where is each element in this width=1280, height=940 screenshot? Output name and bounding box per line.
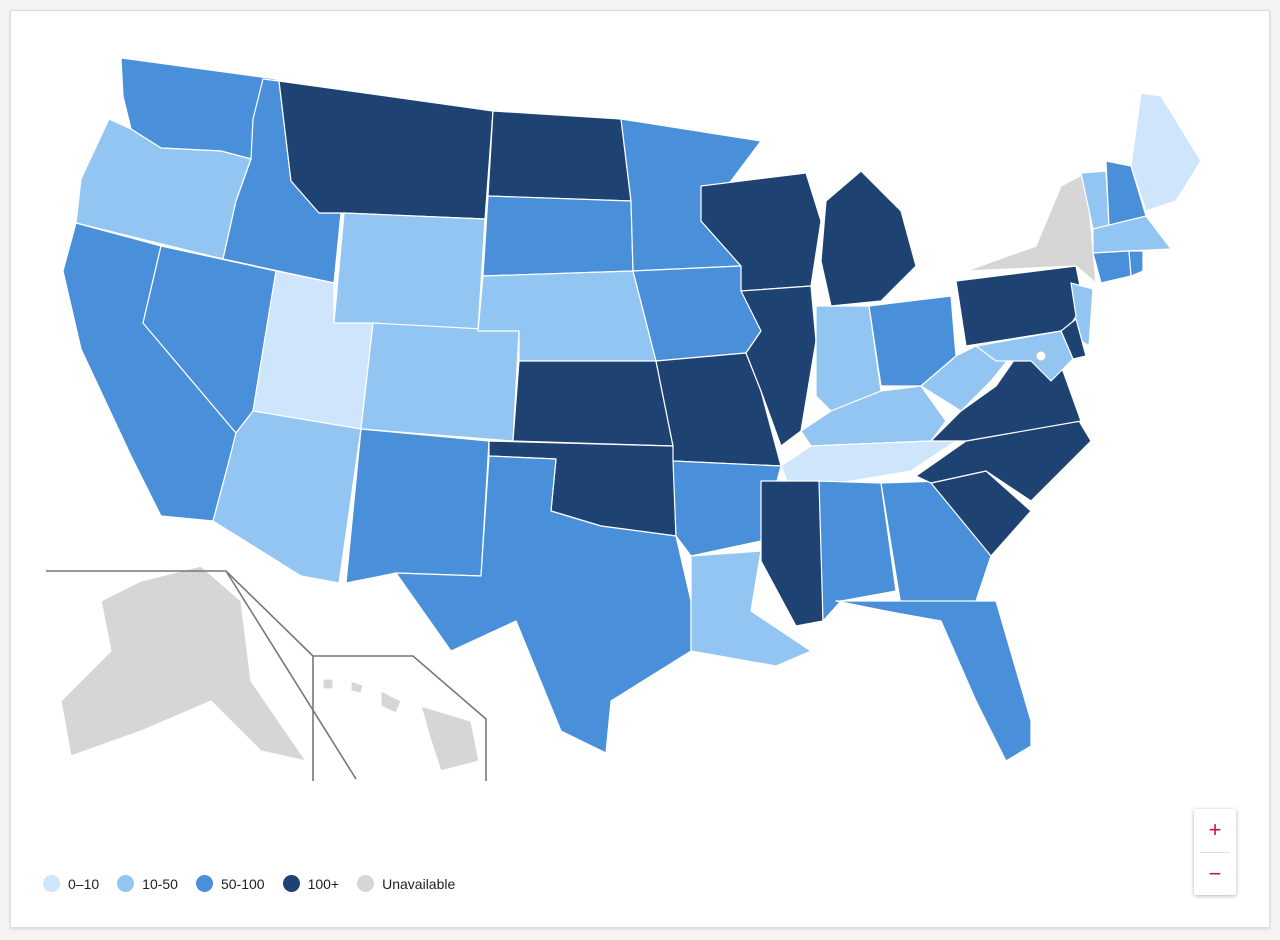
state-az[interactable] <box>212 410 362 584</box>
state-dc-marker[interactable] <box>1035 350 1047 362</box>
legend-label-50-100: 50-100 <box>220 875 265 892</box>
state-al[interactable] <box>818 480 897 622</box>
state-mi[interactable] <box>820 170 917 307</box>
state-nm[interactable] <box>345 428 490 584</box>
state-mt[interactable] <box>278 80 494 220</box>
zoom-out-button[interactable]: − <box>1208 860 1222 886</box>
zoom-in-button[interactable]: + <box>1208 817 1222 843</box>
legend-item-100-plus: 100+ <box>282 875 340 892</box>
inset-divider-lines <box>46 570 487 781</box>
legend-item-10-50: 10-50 <box>117 875 178 892</box>
state-ar[interactable] <box>672 460 782 557</box>
legend-swatch-10-50 <box>117 875 135 892</box>
state-wy[interactable] <box>333 212 486 332</box>
state-ms[interactable] <box>760 480 824 627</box>
legend-label-unavailable: Unavailable <box>382 875 456 892</box>
state-ct[interactable] <box>1092 250 1132 284</box>
zoom-divider <box>1200 851 1230 853</box>
state-tx[interactable] <box>395 455 692 754</box>
state-ak[interactable] <box>60 565 307 762</box>
state-ny[interactable] <box>965 172 1097 284</box>
legend-swatch-100-plus <box>282 875 300 892</box>
legend-item-unavailable: Unavailable <box>357 875 455 892</box>
state-ri[interactable] <box>1128 250 1144 277</box>
legend-swatch-50-100 <box>195 875 213 892</box>
legend-swatch-unavailable <box>357 875 375 892</box>
state-nd[interactable] <box>487 110 632 202</box>
map-card: 0–10 10-50 50-100 100+ Unavailable + − <box>10 10 1270 928</box>
state-md[interactable] <box>975 330 1074 382</box>
legend-label-10-50: 10-50 <box>142 875 178 892</box>
legend-item-0-10: 0–10 <box>43 875 99 892</box>
legend-swatch-0-10 <box>43 875 60 892</box>
us-choropleth-map[interactable] <box>11 11 1269 927</box>
legend-item-50-100: 50-100 <box>195 875 265 892</box>
state-me[interactable] <box>1130 92 1202 212</box>
state-fl[interactable] <box>835 600 1032 762</box>
state-ks[interactable] <box>512 360 674 447</box>
legend-label-100-plus: 100+ <box>307 875 340 892</box>
state-il[interactable] <box>740 285 817 447</box>
state-sd[interactable] <box>482 195 634 277</box>
state-ma[interactable] <box>1092 215 1172 254</box>
state-co[interactable] <box>360 322 520 442</box>
zoom-control: + − <box>1194 809 1236 895</box>
legend: 0–10 10-50 50-100 100+ Unavailable <box>43 875 455 892</box>
legend-label-0-10: 0–10 <box>68 875 100 892</box>
state-hi[interactable] <box>322 678 480 772</box>
